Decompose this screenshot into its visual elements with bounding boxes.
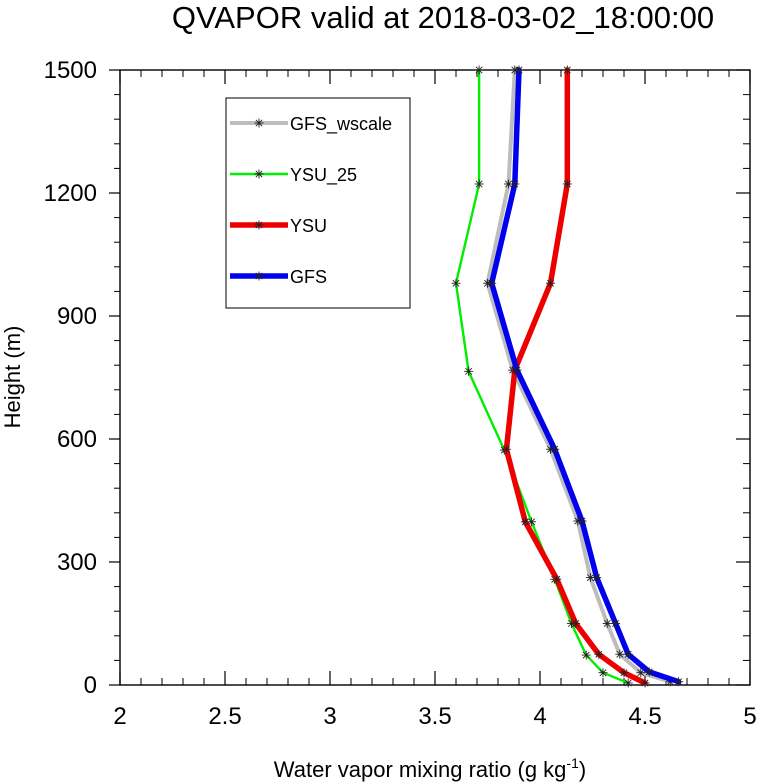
data-point [562, 179, 572, 189]
y-tick-label: 300 [57, 549, 97, 576]
data-point [585, 573, 595, 583]
data-point [501, 444, 511, 454]
legend-item-gfs-wscale: GFS_wscale [230, 114, 392, 135]
data-point [623, 649, 633, 659]
data-point [623, 678, 633, 688]
legend-label: YSU_25 [290, 165, 357, 186]
plot-frame [119, 69, 751, 686]
y-tick-label: 1500 [44, 57, 97, 84]
data-point [640, 678, 650, 688]
data-point [581, 650, 591, 660]
chart-title: QVAPOR valid at 2018-03-02_18:00:00 [172, 0, 714, 35]
data-point [636, 668, 646, 678]
x-tick-label: 4.5 [628, 703, 661, 730]
y-tick-label: 0 [84, 672, 97, 699]
series-ysu-25 [451, 65, 633, 688]
plot-area [119, 69, 751, 686]
legend-label: GFS [290, 267, 327, 287]
legend-item-ysu: YSU [230, 216, 327, 236]
x-tick-label: 5 [743, 703, 756, 730]
data-point [514, 65, 524, 75]
data-point [487, 278, 497, 288]
x-tick-label: 2 [113, 703, 126, 730]
x-axis-label-main: Water vapor mixing ratio (g kg [274, 757, 567, 782]
legend-marker [254, 271, 264, 281]
series-ysu [501, 65, 650, 688]
x-axis-label: Water vapor mixing ratio (g kg-1) [274, 755, 586, 782]
series-gfs [487, 65, 684, 687]
y-tick-label: 900 [57, 303, 97, 330]
x-axis-label-superscript: -1 [566, 755, 579, 771]
data-point [546, 278, 555, 288]
data-point [644, 667, 654, 677]
data-point [611, 619, 621, 628]
data-point [474, 65, 484, 75]
legend-marker [254, 220, 264, 230]
legend-item-ysu-25: YSU_25 [230, 165, 357, 186]
data-point [520, 517, 530, 527]
series-line [488, 67, 682, 685]
data-point [594, 649, 604, 659]
data-point [619, 668, 629, 678]
legend: GFS_wscale YSU_25 YSU GFS [225, 97, 411, 309]
y-tick-label: 1200 [44, 180, 97, 207]
y-axis-label: Height (m) [0, 326, 25, 429]
data-point [552, 574, 562, 584]
data-point [577, 516, 587, 526]
data-point [474, 179, 484, 189]
data-point [512, 365, 522, 375]
x-tick-label: 2.5 [208, 703, 241, 730]
data-point [451, 278, 461, 288]
data-point [562, 65, 572, 75]
axis-ticks [109, 69, 751, 686]
axis-tick-labels: 2 2.5 3 3.5 4 4.5 5 0 300 600 900 1200 1500 [44, 57, 757, 730]
legend-box [225, 97, 411, 309]
legend-item-gfs: GFS [230, 267, 327, 287]
data-point [527, 517, 537, 527]
y-tick-label: 600 [57, 426, 97, 453]
legend-label: GFS_wscale [290, 114, 392, 135]
legend-marker [254, 118, 264, 128]
x-axis-label-suffix: ) [579, 757, 586, 782]
x-tick-label: 3 [323, 703, 336, 730]
data-point [592, 573, 602, 583]
x-tick-label: 4 [533, 703, 546, 730]
legend-label: YSU [290, 216, 327, 236]
data-point [615, 649, 625, 659]
series-line [503, 67, 648, 686]
data-point [464, 366, 474, 376]
data-point [510, 179, 520, 189]
series-layer [451, 65, 684, 688]
x-tick-label: 3.5 [418, 703, 451, 730]
legend-marker [254, 169, 264, 179]
data-point [598, 668, 608, 678]
data-point [571, 619, 581, 628]
data-point [602, 619, 612, 628]
data-point [674, 677, 684, 687]
data-point [550, 444, 560, 454]
